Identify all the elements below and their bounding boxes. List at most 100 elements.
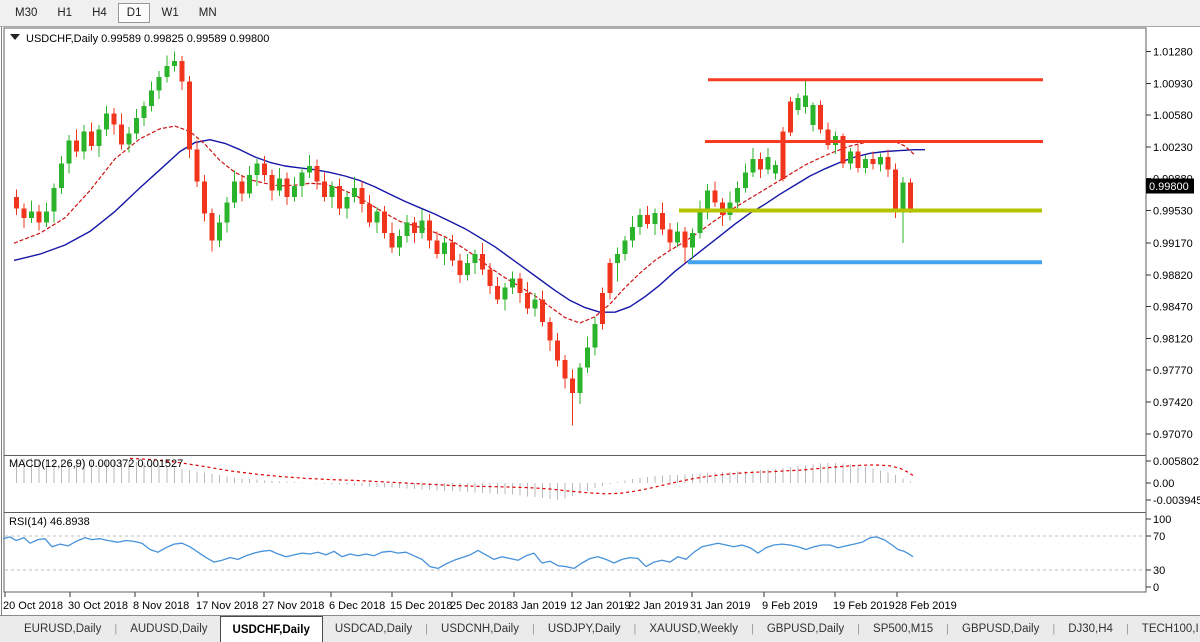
price-panel[interactable] — [13, 51, 1043, 426]
candle-body — [59, 163, 65, 188]
candle-body — [322, 181, 328, 197]
tab-xauusd-weekly[interactable]: XAUUSD,Weekly — [649, 623, 738, 635]
tab-audusd-daily[interactable]: AUDUSD,Daily — [130, 623, 208, 635]
price-axis-label: 0.98470 — [1153, 302, 1193, 314]
candle-body — [847, 151, 853, 164]
candle-body — [862, 158, 868, 168]
candle-body — [825, 129, 831, 146]
timeframe-button-h1[interactable]: H1 — [57, 7, 73, 19]
candle-body — [36, 211, 42, 223]
price-axis-label: 0.97770 — [1153, 365, 1193, 377]
tab-dj30-h4[interactable]: DJ30,H4 — [1068, 623, 1113, 635]
tab-usdcnh-daily[interactable]: USDCNH,Daily — [441, 623, 519, 635]
candle-body — [870, 158, 876, 165]
macd-panel[interactable] — [16, 457, 915, 500]
tab-separator: | — [1052, 623, 1056, 635]
date-axis-label: 20 Oct 2018 — [3, 600, 63, 612]
timeframe-button-m30[interactable]: M30 — [15, 7, 38, 19]
candle-body — [434, 240, 440, 255]
tab-separator: | — [946, 623, 949, 635]
candle-body — [337, 186, 343, 209]
tab-usdcad-daily[interactable]: USDCAD,Daily — [334, 623, 413, 635]
panel-frame — [3, 27, 1147, 456]
tab-usdchf-daily[interactable]: USDCHF,Daily — [219, 616, 323, 642]
current-price-badge — [1146, 178, 1194, 194]
tab-separator: | — [750, 623, 754, 635]
candle-body — [712, 190, 718, 203]
candle-body — [547, 322, 553, 341]
candle-body — [554, 340, 560, 361]
macd-axis-label: 0.005802 — [1153, 456, 1199, 468]
tab-separator: | — [857, 623, 861, 635]
date-axis-label: 6 Dec 2018 — [329, 600, 385, 612]
candle-body — [104, 113, 110, 130]
candle-body — [660, 213, 666, 230]
candle-body — [757, 158, 763, 170]
chart-area[interactable]: 1.012801.009301.005801.002300.998800.995… — [0, 27, 1200, 615]
rsi-axis-label: 30 — [1153, 565, 1165, 577]
tab-usdjpy-daily[interactable]: USDJPY,Daily — [547, 623, 621, 635]
candle-body — [239, 181, 245, 194]
candle-body — [615, 254, 621, 264]
timeframe-button-d1[interactable]: D1 — [117, 3, 151, 23]
candle-body — [630, 226, 636, 241]
date-axis-label: 3 Jan 2019 — [512, 600, 566, 612]
candle-body — [291, 186, 297, 197]
tab-sp500-m15[interactable]: SP500,M15 — [873, 623, 934, 635]
candle-body — [126, 133, 132, 145]
tab-tech100-i[interactable]: TECH100,I — [1141, 623, 1199, 635]
candle-body — [119, 124, 125, 145]
timeframe-toolbar: M30 H1 H4 D1 W1 MN — [0, 0, 1200, 27]
candle-body — [562, 360, 568, 379]
candle-body — [742, 172, 748, 188]
candle-body — [524, 293, 530, 309]
candle-body — [261, 163, 267, 176]
tab-eurusd-daily[interactable]: EURUSD,Daily — [24, 623, 102, 635]
timeframe-button-h4[interactable]: H4 — [92, 7, 107, 19]
candle-body — [893, 169, 899, 212]
candle-body — [667, 229, 673, 243]
rsi-panel[interactable] — [2, 535, 1145, 571]
candle-body — [359, 187, 365, 205]
candle-body — [269, 175, 275, 191]
candle-body — [276, 178, 282, 191]
candle-body — [705, 190, 711, 212]
macd-signal-line — [129, 457, 915, 495]
candle-body — [787, 101, 793, 133]
candle-body — [600, 293, 606, 324]
symbol-dropdown-icon[interactable] — [10, 34, 20, 40]
price-axis-label: 1.00230 — [1153, 142, 1193, 154]
candle-body — [502, 287, 508, 300]
candle-body — [404, 222, 410, 236]
candle-body — [517, 278, 523, 294]
candle-body — [607, 263, 613, 293]
price-axis-label: 0.97420 — [1153, 397, 1193, 409]
candle-body — [66, 140, 72, 164]
candle-body — [21, 208, 27, 218]
candle-body — [697, 211, 703, 234]
candle-body — [772, 165, 778, 174]
tab-gbpusd-daily[interactable]: GBPUSD,Daily — [962, 623, 1040, 635]
timeframe-button-mn[interactable]: MN — [198, 7, 217, 19]
tab-separator: | — [531, 623, 535, 635]
candle-body — [374, 211, 380, 223]
candle-body — [735, 187, 741, 203]
timeframe-button-w1[interactable]: W1 — [161, 7, 179, 19]
candle-body — [29, 211, 35, 218]
candle-body — [652, 213, 658, 225]
date-axis-label: 9 Feb 2019 — [762, 600, 818, 612]
candle-body — [299, 172, 305, 186]
panel-frame — [3, 512, 1147, 593]
date-axis-label: 27 Nov 2018 — [262, 600, 324, 612]
candle-body — [382, 211, 388, 234]
candle-body — [96, 129, 102, 146]
candle-body — [840, 136, 846, 164]
panel-frame — [3, 455, 1147, 513]
price-axis-label: 0.97070 — [1153, 429, 1193, 441]
rsi-label: RSI(14) 46.8938 — [9, 516, 90, 528]
tab-gbpusd-daily[interactable]: GBPUSD,Daily — [766, 623, 845, 635]
candle-body — [457, 260, 463, 275]
candle-body — [171, 60, 177, 67]
candle-body — [675, 231, 681, 243]
candle-body — [885, 157, 891, 170]
